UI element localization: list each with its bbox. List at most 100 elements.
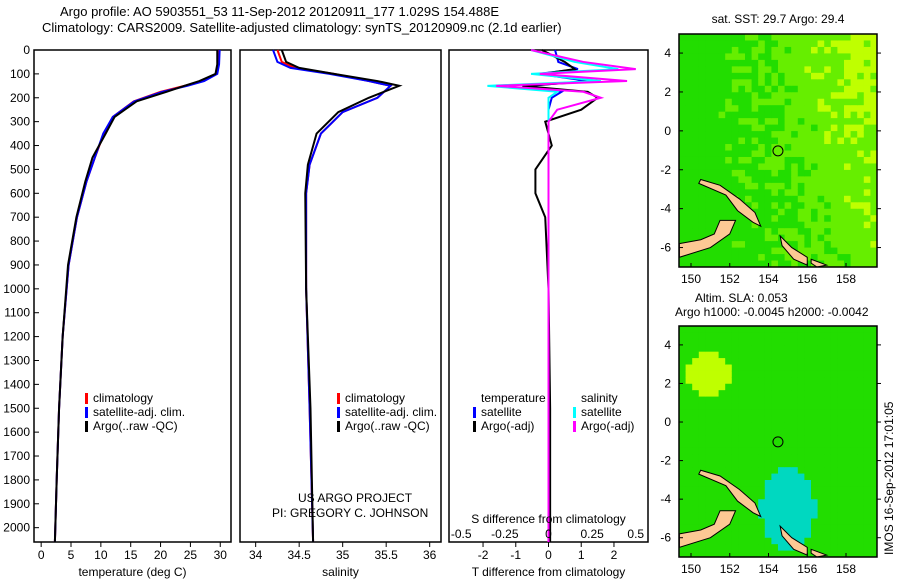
map-cell xyxy=(705,441,713,449)
map-cell xyxy=(778,105,786,113)
map-cell xyxy=(870,537,878,545)
map-cell xyxy=(692,377,700,385)
map-cell xyxy=(725,358,733,365)
map-cell xyxy=(712,118,720,126)
map-cell xyxy=(837,195,845,203)
map-cell xyxy=(850,176,858,184)
map-cell xyxy=(698,208,706,216)
map-cell xyxy=(771,176,779,184)
map-cell xyxy=(857,428,865,436)
map-cell xyxy=(685,72,693,80)
map-cell xyxy=(857,79,865,87)
map-cell xyxy=(824,221,832,229)
map-frame xyxy=(678,325,878,558)
map-cell xyxy=(758,79,766,87)
map-cell xyxy=(725,473,733,481)
map-cell xyxy=(784,454,792,462)
map-cell xyxy=(738,144,746,151)
map-cell xyxy=(718,447,726,455)
map-x-tick-label: 152 xyxy=(720,562,740,576)
map-cell xyxy=(830,447,838,455)
map-cell xyxy=(857,351,865,359)
map-cell xyxy=(811,486,819,494)
legend-label: Argo(..raw -QC) xyxy=(345,419,430,433)
map-cell xyxy=(830,473,838,481)
map-cell xyxy=(751,260,759,268)
map-cell xyxy=(751,351,759,359)
map-cell xyxy=(817,415,825,423)
series-line-0 xyxy=(53,50,219,543)
map-cell xyxy=(685,92,693,100)
profile-lines xyxy=(272,49,403,543)
map-cell xyxy=(751,460,759,468)
map-cell xyxy=(797,531,805,539)
map-cell xyxy=(712,105,720,113)
map-cell xyxy=(751,377,759,385)
map-cell xyxy=(797,422,805,430)
map-cell xyxy=(824,241,832,249)
map-cell xyxy=(698,396,706,404)
map-cell xyxy=(870,351,878,359)
map-cell xyxy=(778,550,786,558)
map-cell xyxy=(817,40,825,48)
map-cell xyxy=(784,215,792,223)
map-cell xyxy=(745,79,753,87)
map-cell xyxy=(705,163,713,171)
map-cell xyxy=(811,415,819,423)
map-cell xyxy=(850,544,858,552)
map-cell xyxy=(771,131,779,139)
map-cell xyxy=(712,66,720,74)
map-cell xyxy=(791,92,799,100)
map-cell xyxy=(725,351,733,359)
map-cell xyxy=(844,254,852,262)
map-cell xyxy=(698,505,706,513)
map-cell xyxy=(824,537,832,545)
map-cell xyxy=(830,195,838,203)
map-cell xyxy=(797,486,805,494)
map-cell xyxy=(784,486,792,494)
map-cell xyxy=(811,537,819,545)
map-cell xyxy=(718,428,726,436)
map-cell xyxy=(824,195,832,203)
map-cell xyxy=(778,428,786,436)
map-cell xyxy=(784,169,792,177)
map-cell xyxy=(791,40,799,48)
map-cell xyxy=(797,182,805,190)
map-cell xyxy=(758,234,766,242)
map-cell xyxy=(685,492,693,500)
map-cell xyxy=(811,124,819,132)
map-cell xyxy=(870,156,878,164)
map-cell xyxy=(797,518,805,526)
series-line-2 xyxy=(53,50,219,543)
map-cell xyxy=(712,150,720,158)
map-cell xyxy=(679,518,687,526)
map-cell xyxy=(764,409,772,417)
map-cell xyxy=(857,364,865,372)
map-cell xyxy=(857,377,865,385)
map-cell xyxy=(804,247,812,255)
map-cell xyxy=(817,254,825,262)
map-cell xyxy=(745,383,753,391)
map-cell xyxy=(870,221,878,229)
map-cell xyxy=(758,46,766,54)
map-cell xyxy=(685,454,693,462)
map-cell xyxy=(718,46,726,54)
map-cell xyxy=(725,137,733,145)
map-cell xyxy=(784,550,792,558)
map-cell xyxy=(870,390,878,398)
s-tick-label: -0.5 xyxy=(451,527,472,541)
map-cell xyxy=(850,202,858,210)
map-cell xyxy=(745,85,753,93)
map-x-tick-label: 158 xyxy=(836,562,856,576)
x-tick-label: 0 xyxy=(545,548,552,562)
map-cell xyxy=(745,111,753,119)
map-cell xyxy=(685,215,693,223)
map-cell xyxy=(811,182,819,190)
map-cell xyxy=(870,447,878,455)
map-cell xyxy=(745,332,753,340)
y-tick-label: 1500 xyxy=(3,401,30,415)
map-cell xyxy=(844,131,852,139)
map-cell xyxy=(731,98,739,106)
map-cell xyxy=(764,435,772,442)
map-cell xyxy=(844,182,852,190)
